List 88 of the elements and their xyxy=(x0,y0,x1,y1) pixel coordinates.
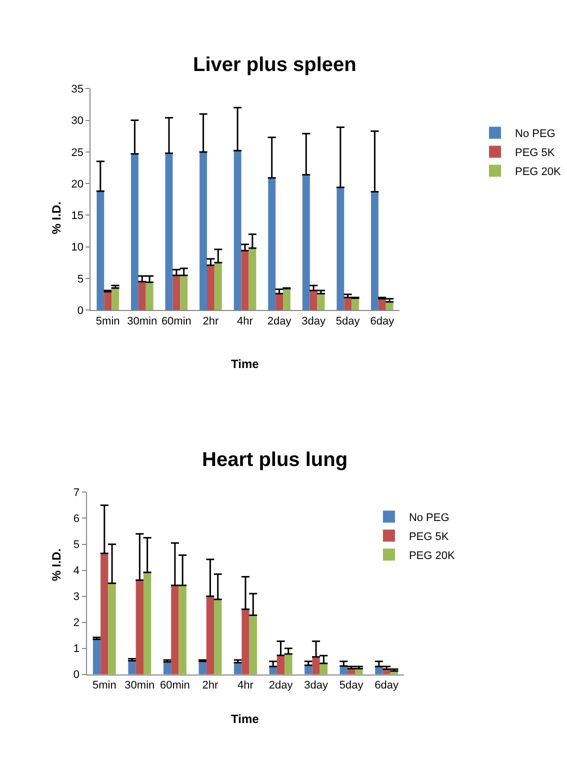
bar xyxy=(146,282,154,310)
bar xyxy=(302,174,310,310)
bar xyxy=(320,663,328,674)
bar xyxy=(249,615,257,674)
bar xyxy=(112,288,119,310)
bar xyxy=(206,265,214,310)
x-tick-label: 5min xyxy=(92,680,116,692)
x-tick-label: 2hr xyxy=(202,315,219,328)
legend-label: PEG 5K xyxy=(408,530,450,543)
y-axis-title: % I.D. xyxy=(49,202,64,234)
bar xyxy=(108,583,116,674)
y-tick-label: 7 xyxy=(73,487,80,500)
bar xyxy=(178,585,186,674)
legend-label: PEG 20K xyxy=(408,550,456,562)
bar xyxy=(234,150,242,310)
y-tick-label: 30 xyxy=(71,115,84,128)
bar xyxy=(136,580,144,674)
y-tick-label: 2 xyxy=(73,617,80,630)
bar xyxy=(276,655,285,674)
legend-label: No PEG xyxy=(515,128,556,140)
y-axis-title: % I.D. xyxy=(50,548,64,582)
bar xyxy=(180,275,188,310)
legend-label: PEG 5K xyxy=(515,146,556,159)
x-tick-label: 5day xyxy=(336,315,360,328)
bar xyxy=(96,191,104,310)
bar xyxy=(206,596,214,674)
x-tick-label: 3day xyxy=(304,680,328,692)
y-tick-label: 5 xyxy=(77,273,84,286)
bar xyxy=(128,660,136,674)
bar xyxy=(100,553,108,674)
bar xyxy=(172,275,180,310)
x-tick-label: 2day xyxy=(268,680,294,692)
y-tick-label: 5 xyxy=(73,539,80,552)
bar xyxy=(163,662,172,674)
y-tick-label: 20 xyxy=(71,178,84,190)
x-tick-label: 3day xyxy=(302,315,326,328)
bar xyxy=(214,262,222,310)
chart-title: Liver plus spleen xyxy=(193,54,356,76)
x-tick-label: 2hr xyxy=(202,680,218,692)
x-tick-label: 60min xyxy=(160,680,190,692)
bar xyxy=(104,292,112,310)
bar xyxy=(268,178,276,310)
y-tick-label: 0 xyxy=(77,304,84,317)
bar xyxy=(130,154,138,310)
bar xyxy=(198,661,206,674)
x-axis-title: Time xyxy=(231,712,260,726)
bar xyxy=(276,294,283,310)
bar xyxy=(165,153,173,310)
y-tick-label: 0 xyxy=(73,669,80,682)
legend-label: No PEG xyxy=(408,512,450,524)
y-tick-label: 6 xyxy=(73,513,80,526)
bar xyxy=(242,609,250,674)
bar xyxy=(371,192,378,310)
x-tick-label: 60min xyxy=(161,315,192,328)
y-tick-label: 25 xyxy=(71,146,84,159)
bar xyxy=(143,572,152,674)
x-tick-label: 30min xyxy=(124,680,155,692)
x-tick-label: 2day xyxy=(267,315,292,328)
y-tick-label: 1 xyxy=(73,643,80,656)
x-tick-label: 5day xyxy=(339,680,364,692)
x-tick-label: 4hr xyxy=(238,680,254,692)
bar xyxy=(386,302,394,310)
x-tick-label: 30min xyxy=(127,315,158,328)
y-tick-label: 35 xyxy=(71,84,84,96)
y-tick-label: 3 xyxy=(73,591,80,604)
x-tick-label: 6day xyxy=(374,680,399,692)
x-axis-title: Time xyxy=(231,357,260,371)
y-tick-label: 10 xyxy=(71,242,84,254)
bar xyxy=(138,282,146,310)
bar xyxy=(241,250,249,310)
bar xyxy=(310,290,318,310)
bar xyxy=(336,187,344,310)
bar xyxy=(171,585,179,674)
bar xyxy=(312,656,320,674)
bar xyxy=(214,599,222,674)
bar xyxy=(284,654,292,674)
x-tick-label: 4hr xyxy=(237,315,254,328)
x-tick-label: 6day xyxy=(370,315,395,328)
bar xyxy=(344,297,352,310)
legend-label: PEG 20K xyxy=(515,166,562,178)
chart-title: Heart plus lung xyxy=(202,449,348,471)
bar xyxy=(248,248,256,310)
x-tick-label: 5min xyxy=(96,315,120,328)
bar xyxy=(282,288,290,310)
y-tick-label: 15 xyxy=(71,210,84,222)
y-tick-label: 4 xyxy=(73,565,80,578)
bar xyxy=(200,152,207,310)
bar xyxy=(92,639,101,674)
